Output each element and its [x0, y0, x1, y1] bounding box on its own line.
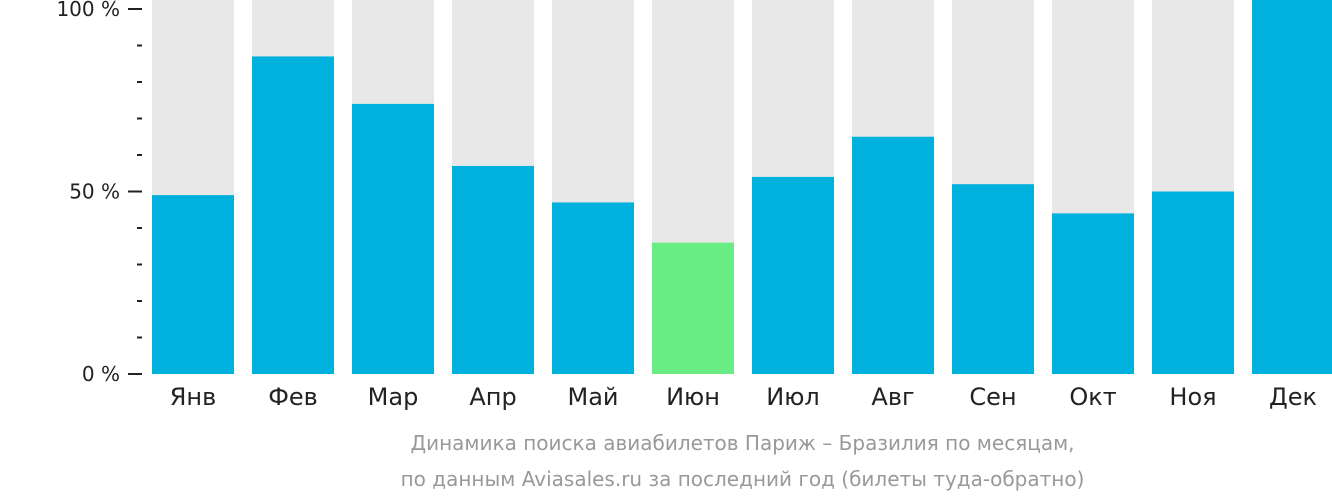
chart-caption-line-1: Динамика поиска авиабилетов Париж – Браз… — [410, 431, 1075, 455]
x-tick-label: Ноя — [1169, 383, 1216, 411]
chart-caption-line-2: по данным Aviasales.ru за последний год … — [400, 467, 1085, 491]
bar — [552, 202, 634, 374]
y-tick-label: 50 % — [69, 180, 120, 204]
x-tick-label: Апр — [469, 383, 516, 411]
bar — [1252, 0, 1332, 374]
bar — [852, 136, 934, 374]
y-axis: 0 % 50 % 100 % — [56, 0, 142, 386]
bar — [1152, 191, 1234, 374]
bars-group — [152, 0, 1332, 375]
bar — [952, 184, 1034, 374]
x-tick-label: Янв — [170, 383, 217, 411]
bar — [1052, 213, 1134, 374]
x-tick-label: Фев — [268, 383, 318, 411]
bar — [352, 103, 434, 375]
bar-chart: 0 % 50 % 100 % Янв Фев Мар Апр Май Июн Июл Авг Сен… — [56, 0, 1332, 411]
x-tick-label: Окт — [1069, 383, 1116, 411]
x-tick-label: Июл — [766, 383, 820, 411]
bar — [452, 165, 534, 374]
bar — [752, 176, 834, 374]
x-tick-label: Мар — [368, 383, 419, 411]
x-tick-label: Июн — [666, 383, 720, 411]
y-tick-label: 0 % — [82, 362, 120, 386]
bar — [152, 195, 234, 374]
y-tick-label: 100 % — [56, 0, 120, 21]
bar — [252, 56, 334, 374]
x-tick-label: Дек — [1269, 383, 1317, 411]
bar-highlighted — [652, 242, 734, 374]
x-tick-label: Сен — [969, 383, 1016, 411]
x-tick-label: Авг — [871, 383, 914, 411]
x-axis-labels: Янв Фев Мар Апр Май Июн Июл Авг Сен Окт Ноя Дек — [170, 383, 1317, 411]
x-tick-label: Май — [567, 383, 618, 411]
